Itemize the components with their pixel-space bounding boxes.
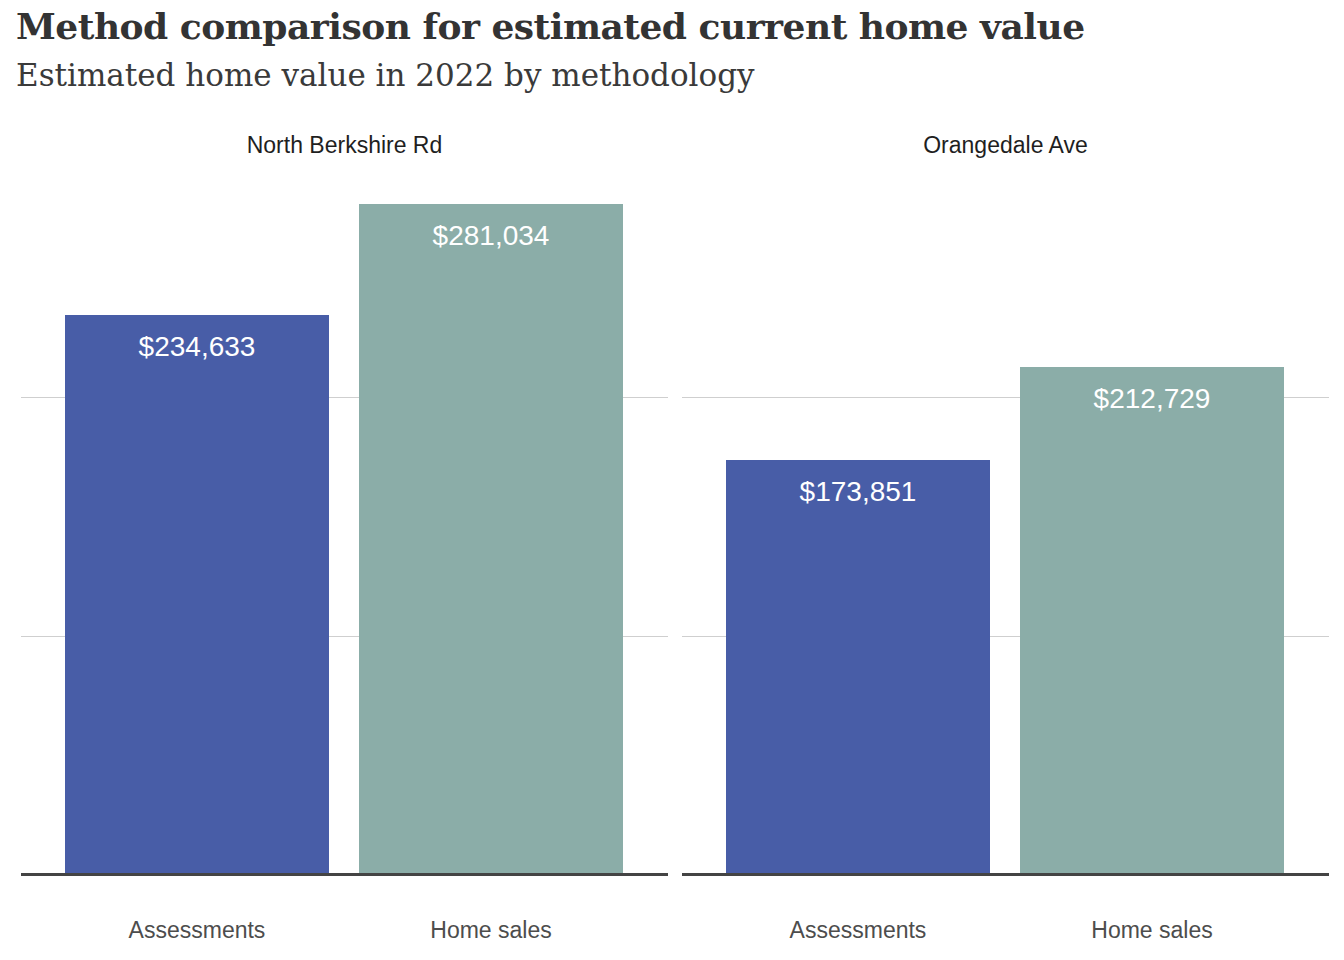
bar-assessments: $234,633 bbox=[65, 315, 329, 874]
bar-value-label: $173,851 bbox=[726, 460, 990, 508]
x-axis-line bbox=[682, 873, 1329, 876]
bar-home-sales: $212,729 bbox=[1020, 367, 1284, 874]
category-label-home-sales: Home sales bbox=[359, 916, 623, 944]
category-label-assessments: Assessments bbox=[726, 916, 990, 944]
category-label-home-sales: Home sales bbox=[1020, 916, 1284, 944]
bar-home-sales: $281,034 bbox=[359, 204, 623, 874]
bar-value-label: $281,034 bbox=[359, 204, 623, 252]
category-label-assessments: Assessments bbox=[65, 916, 329, 944]
panel-title-north-berkshire-rd: North Berkshire Rd bbox=[21, 131, 668, 159]
x-axis-line bbox=[21, 873, 668, 876]
bar-assessments: $173,851 bbox=[726, 460, 990, 875]
panel-title-orangedale-ave: Orangedale Ave bbox=[682, 131, 1329, 159]
page: Method comparison for estimated current … bbox=[0, 0, 1344, 960]
bar-value-label: $234,633 bbox=[65, 315, 329, 363]
bar-value-label: $212,729 bbox=[1020, 367, 1284, 415]
grouped-bar-chart: North Berkshire Rd $234,633 Assessments $28… bbox=[0, 0, 1344, 960]
